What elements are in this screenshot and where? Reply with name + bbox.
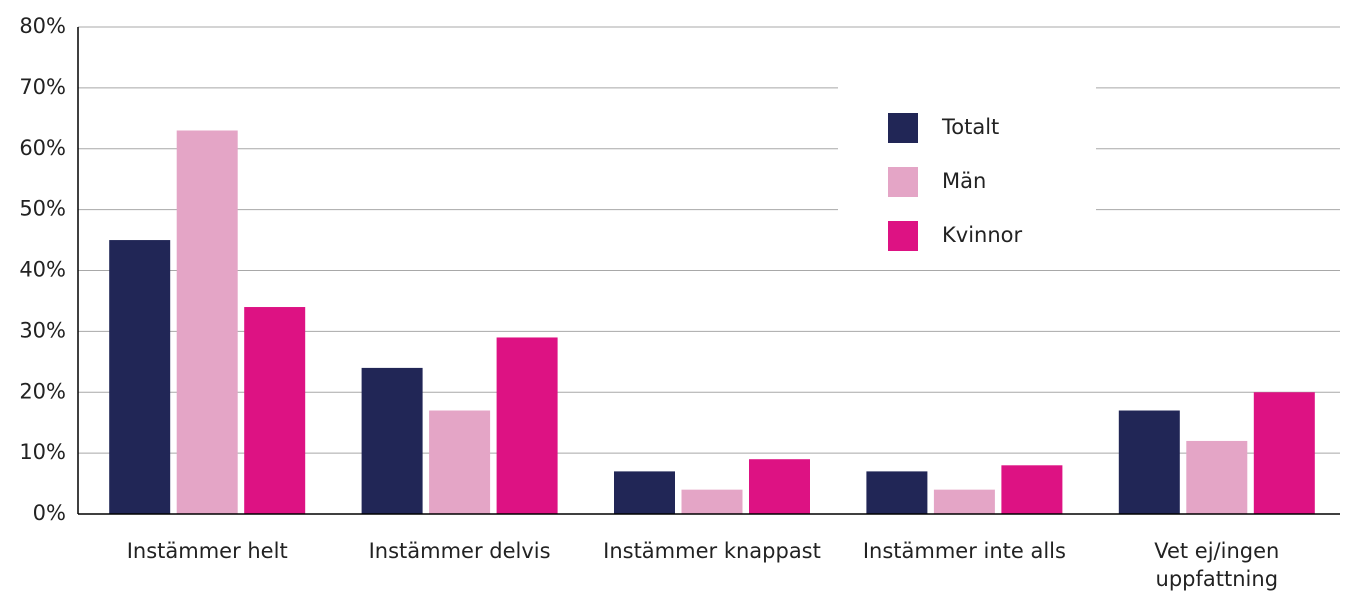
y-tick-label: 40% <box>19 258 66 282</box>
bar <box>496 337 558 514</box>
y-tick-label: 70% <box>19 75 66 99</box>
x-tick-label: Vet ej/ingen uppfattning <box>1154 539 1280 591</box>
bar <box>361 367 423 514</box>
y-tick-label: 20% <box>19 379 66 403</box>
bar <box>681 489 743 514</box>
x-tick-label: Instämmer helt <box>126 539 288 563</box>
y-tick-label: 80% <box>19 14 66 38</box>
legend-label: Män <box>942 169 986 193</box>
legend-label: Totalt <box>941 115 999 139</box>
x-tick-label: Instämmer inte alls <box>862 539 1066 563</box>
bar <box>749 459 810 514</box>
bar <box>176 130 238 515</box>
bar <box>614 471 675 514</box>
y-tick-label: 30% <box>19 318 66 342</box>
y-tick-label: 60% <box>19 136 66 160</box>
y-tick-label: 50% <box>19 197 66 221</box>
bar <box>866 471 928 514</box>
bar <box>244 307 306 514</box>
legend-swatch <box>888 221 918 251</box>
bar <box>1253 392 1315 514</box>
bar <box>429 410 491 514</box>
y-tick-label: 0% <box>33 501 66 525</box>
x-tick-label: Instämmer knappast <box>603 539 821 563</box>
legend-swatch <box>888 113 918 143</box>
bar <box>1118 410 1180 514</box>
x-tick-label: Instämmer delvis <box>368 539 551 563</box>
legend-swatch <box>888 167 918 197</box>
legend-label: Kvinnor <box>942 223 1023 247</box>
bar <box>1001 465 1063 514</box>
bar <box>933 489 995 514</box>
y-tick-label: 10% <box>19 440 66 464</box>
bar <box>109 240 171 514</box>
legend-box <box>838 45 1096 270</box>
bar <box>1186 440 1248 514</box>
